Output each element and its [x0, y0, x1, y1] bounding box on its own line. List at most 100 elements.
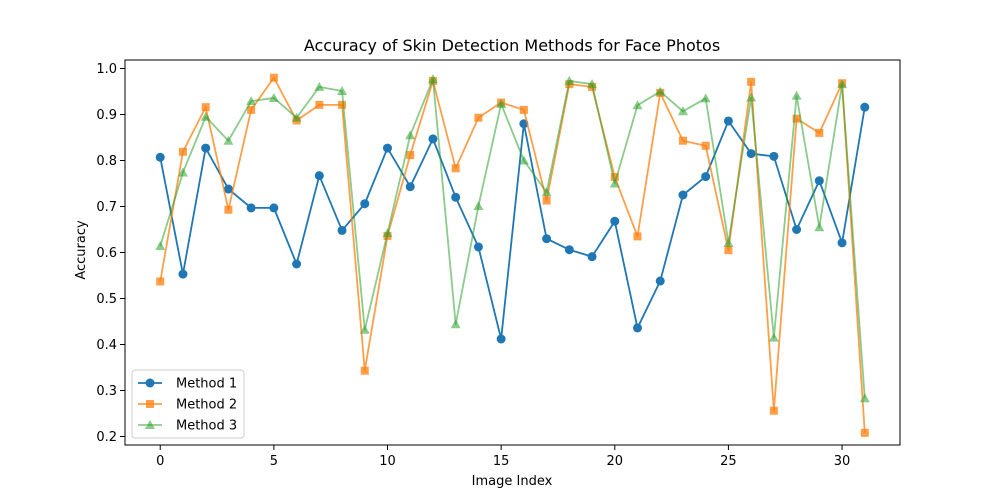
data-point: [177, 167, 188, 177]
data-point: [406, 150, 415, 159]
data-point: [587, 79, 598, 89]
data-point: [791, 90, 802, 100]
data-point: [723, 116, 733, 126]
data-point: [633, 323, 642, 333]
data-point: [769, 151, 779, 161]
y-tick-label: 0.5: [96, 292, 117, 307]
data-point: [746, 92, 757, 102]
data-point: [269, 73, 278, 82]
data-point: [269, 203, 279, 213]
x-tick-label: 15: [493, 454, 510, 469]
data-point: [564, 245, 574, 255]
data-point: [156, 277, 165, 286]
data-point: [792, 225, 802, 235]
legend-marker: [145, 420, 155, 429]
series-line: [159, 107, 866, 340]
series-1: [155, 102, 870, 344]
data-point: [723, 237, 734, 247]
series-3: [155, 74, 870, 403]
legend-label: Method 3: [176, 419, 237, 434]
data-point: [496, 334, 506, 344]
data-point: [224, 205, 233, 214]
x-tick-label: 0: [156, 454, 164, 469]
data-point: [610, 216, 620, 226]
data-point: [678, 136, 687, 145]
y-tick-label: 0.3: [96, 384, 117, 399]
data-point: [268, 92, 279, 102]
data-point: [564, 75, 575, 85]
legend-marker: [145, 378, 155, 388]
data-point: [814, 176, 824, 186]
y-tick-label: 0.8: [96, 154, 117, 169]
data-point: [859, 393, 870, 403]
data-point: [451, 192, 461, 202]
data-point: [541, 187, 552, 197]
data-point: [542, 196, 551, 205]
data-point: [519, 105, 528, 114]
data-point: [609, 178, 620, 188]
data-point: [633, 232, 642, 241]
data-point: [700, 93, 711, 103]
data-point: [473, 201, 484, 211]
legend-label: Method 1: [176, 377, 237, 392]
data-point: [178, 269, 188, 279]
data-point: [837, 238, 847, 248]
data-point: [655, 276, 665, 286]
data-point: [678, 190, 688, 200]
data-point: [701, 172, 711, 182]
legend-marker: [146, 400, 154, 408]
data-point: [724, 246, 733, 255]
data-point: [474, 113, 483, 122]
data-point: [292, 259, 302, 269]
y-tick-label: 0.6: [96, 246, 117, 261]
data-point: [383, 143, 392, 153]
x-tick-label: 30: [834, 454, 851, 469]
data-point: [768, 332, 779, 342]
legend-label: Method 2: [176, 398, 237, 413]
data-point: [337, 225, 347, 235]
data-point: [360, 366, 369, 375]
data-point: [860, 428, 869, 437]
data-point: [655, 86, 666, 96]
data-point: [178, 147, 187, 156]
data-point: [315, 100, 324, 109]
legend-box: [131, 369, 245, 439]
data-point: [427, 74, 438, 84]
series-2: [156, 73, 869, 437]
data-point: [360, 199, 370, 209]
x-axis-label: Image Index: [472, 474, 553, 489]
x-tick-label: 5: [270, 454, 278, 469]
data-point: [382, 228, 393, 238]
data-point: [246, 203, 256, 213]
plot-area: 0 5 10 15 20 25 30 0.2 0.3 0.4 0.5 0.6 0.7 0.8 0.9 1.0 M…: [96, 59, 901, 469]
data-point: [815, 128, 824, 137]
data-point: [405, 182, 415, 192]
data-point: [542, 234, 552, 244]
data-point: [769, 406, 778, 415]
data-point: [201, 143, 211, 153]
data-point: [746, 149, 756, 159]
data-point: [337, 86, 348, 96]
data-point: [792, 114, 801, 123]
data-point: [837, 79, 848, 89]
data-point: [405, 130, 416, 140]
data-point: [747, 77, 756, 86]
data-point: [610, 173, 619, 182]
y-tick-label: 1.0: [96, 62, 117, 77]
data-point: [155, 241, 166, 251]
data-point: [814, 222, 825, 232]
y-tick-label: 0.7: [96, 200, 117, 215]
data-point: [291, 112, 302, 122]
data-point: [200, 111, 211, 121]
data-point: [314, 171, 324, 181]
data-point: [518, 155, 529, 165]
y-axis-label: Accuracy: [74, 220, 89, 280]
x-tick-label: 20: [606, 454, 623, 469]
data-point: [338, 100, 347, 109]
x-tick-label: 10: [379, 454, 396, 469]
data-point: [247, 105, 256, 114]
data-point: [359, 324, 370, 334]
y-tick-label: 0.4: [96, 338, 117, 353]
data-point: [451, 164, 460, 173]
